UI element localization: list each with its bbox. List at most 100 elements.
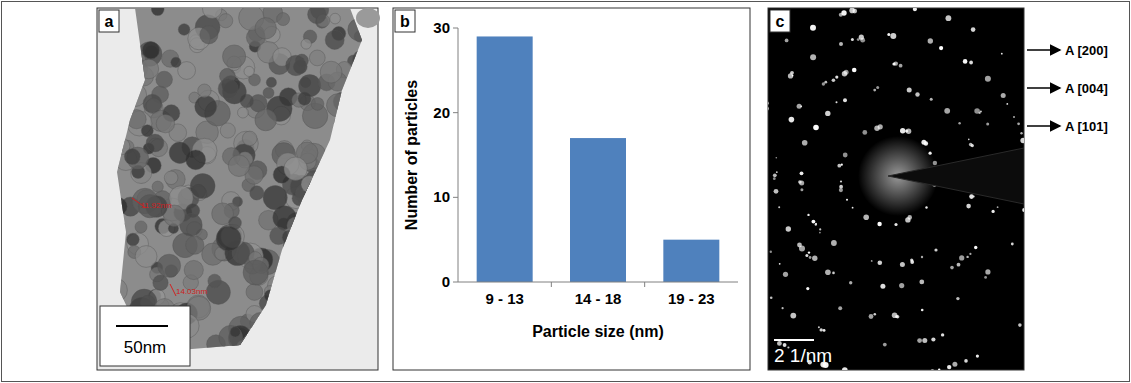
particle: [311, 98, 324, 111]
spot: [878, 260, 883, 265]
x-axis-title: Particle size (nm): [532, 323, 664, 340]
spot: [778, 206, 780, 208]
spot: [871, 260, 873, 262]
particle: [252, 321, 272, 341]
particle-cluster-corner: [356, 8, 380, 28]
particle: [110, 249, 120, 259]
particle: [250, 186, 264, 200]
particle: [312, 241, 336, 265]
spot: [958, 122, 960, 124]
particle: [146, 134, 164, 152]
particle: [335, 230, 358, 253]
spot: [836, 101, 838, 103]
spot: [980, 111, 982, 113]
particle: [265, 303, 290, 328]
particle: [243, 260, 268, 285]
spot: [878, 124, 883, 129]
spot: [839, 188, 843, 192]
particle: [195, 96, 217, 118]
y-tick-label: 20: [433, 104, 450, 121]
particle: [310, 296, 332, 318]
spot: [819, 232, 821, 234]
particle: [354, 273, 374, 293]
figure: 11.92nm14.03nma50nmb01020309 - 1314 - 18…: [0, 0, 1131, 383]
ring-label: A [004]: [1065, 81, 1108, 96]
spot: [1011, 243, 1014, 246]
spot: [818, 326, 820, 328]
particle: [294, 245, 318, 269]
particle: [220, 123, 235, 138]
y-tick: [453, 282, 458, 283]
particle: [246, 337, 269, 360]
particle: [300, 313, 323, 336]
particle: [246, 284, 263, 301]
spot: [971, 27, 976, 32]
particle: [359, 265, 371, 277]
spot: [974, 246, 977, 249]
particle: [135, 246, 157, 268]
spot: [950, 266, 954, 270]
spot: [782, 307, 784, 309]
spot: [905, 217, 910, 222]
spot: [825, 270, 831, 276]
spot: [915, 92, 919, 96]
particle: [301, 176, 318, 193]
particle: [153, 275, 168, 290]
particle: [219, 14, 233, 28]
particle: [216, 226, 241, 251]
spot: [997, 206, 999, 208]
spot: [892, 62, 895, 65]
spot: [773, 177, 776, 180]
particle: [334, 114, 353, 133]
y-tick-label: 0: [442, 273, 450, 290]
x-tick: [644, 282, 645, 287]
particle: [287, 272, 309, 294]
particle: [342, 122, 352, 132]
particle: [308, 251, 319, 262]
saed-image: [768, 8, 1024, 370]
spot: [831, 240, 837, 246]
particle: [110, 198, 128, 216]
particle: [351, 66, 375, 90]
x-tick-label: 14 - 18: [575, 290, 622, 307]
scale-bar: [774, 339, 814, 341]
spot: [790, 313, 796, 319]
particle: [277, 13, 290, 26]
spot: [938, 369, 940, 370]
particle: [152, 181, 163, 192]
spot: [863, 215, 869, 221]
tem-image: [97, 8, 378, 370]
spot: [815, 223, 817, 225]
particle: [273, 320, 285, 332]
scale-bar-label: 50nm: [124, 338, 167, 357]
particle: [353, 112, 367, 126]
particle: [171, 57, 181, 67]
particle-cluster: [97, 0, 378, 370]
x-tick: [551, 282, 552, 287]
particle: [108, 219, 125, 236]
particle: [352, 180, 377, 205]
particle: [164, 171, 178, 185]
spot: [921, 256, 923, 258]
spot: [810, 54, 816, 60]
particle: [287, 344, 301, 358]
particle: [339, 237, 360, 258]
spot: [859, 35, 864, 40]
spot: [985, 269, 990, 274]
spot: [968, 139, 970, 141]
spot: [900, 128, 905, 133]
spot: [790, 71, 794, 75]
particle: [237, 340, 249, 352]
spot: [896, 315, 900, 319]
spot: [874, 313, 877, 316]
particle: [317, 168, 329, 180]
spot: [894, 223, 897, 226]
spot: [1020, 138, 1024, 143]
particle: [275, 331, 295, 351]
spot: [806, 287, 809, 290]
spot: [820, 328, 823, 331]
spot: [779, 263, 781, 265]
spot: [839, 42, 843, 46]
spot: [792, 75, 794, 77]
particle: [143, 94, 162, 113]
